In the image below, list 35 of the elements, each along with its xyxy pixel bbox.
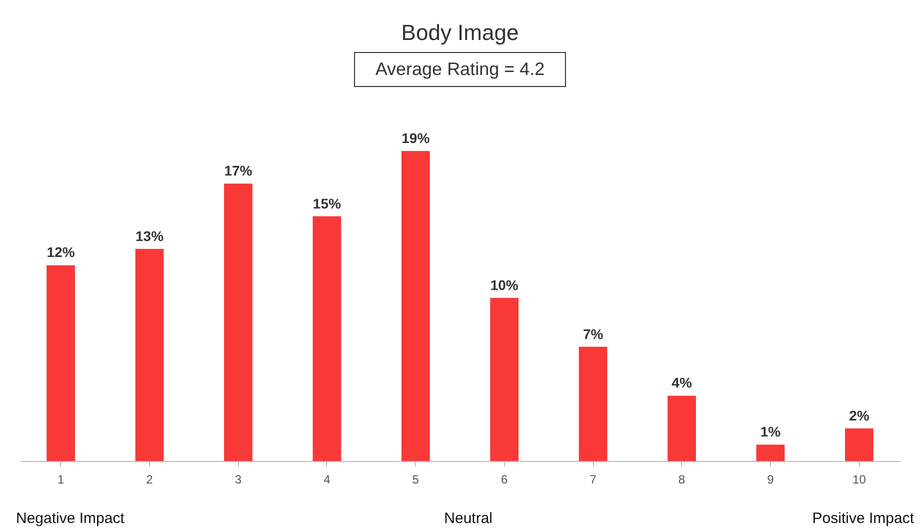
text: Negative Impact: [16, 510, 124, 527]
bar: [578, 346, 608, 461]
data-label: 13%: [136, 228, 164, 244]
bar: [135, 248, 164, 461]
bar: [756, 444, 785, 461]
data-label: 7%: [582, 326, 604, 342]
x-tick-label: 6: [501, 472, 508, 486]
data-label: 10%: [490, 276, 519, 293]
x-tick-label: 10: [852, 472, 866, 486]
bar: [46, 265, 75, 461]
x-tick-label: 2: [146, 472, 154, 486]
bar: [845, 428, 874, 461]
data-label: 4%: [672, 374, 692, 391]
bar: [312, 216, 342, 461]
bar: [401, 151, 430, 461]
text: Neutral: [444, 510, 493, 527]
chart-subtitle: Average Rating = 4.2: [354, 52, 566, 87]
data-label: 12%: [46, 244, 76, 260]
chart-title: Body Image: [400, 19, 520, 47]
data-label: 1%: [760, 424, 782, 440]
text: Positive Impact: [812, 510, 914, 527]
data-label: 15%: [312, 195, 342, 212]
x-tick-label: 8: [678, 472, 686, 486]
data-label: 19%: [402, 130, 430, 146]
x-tick-label: 1: [57, 472, 64, 486]
data-label: 2%: [849, 407, 870, 424]
bar: [224, 184, 252, 461]
x-tick-label: 9: [767, 472, 774, 486]
x-tick-label: 4: [324, 472, 331, 486]
x-tick-label: 5: [412, 472, 420, 486]
x-tick-label: 7: [590, 472, 597, 486]
data-label: 17%: [224, 162, 253, 179]
bar: [490, 298, 519, 461]
x-tick-label: 3: [234, 472, 242, 486]
bar: [668, 396, 696, 461]
